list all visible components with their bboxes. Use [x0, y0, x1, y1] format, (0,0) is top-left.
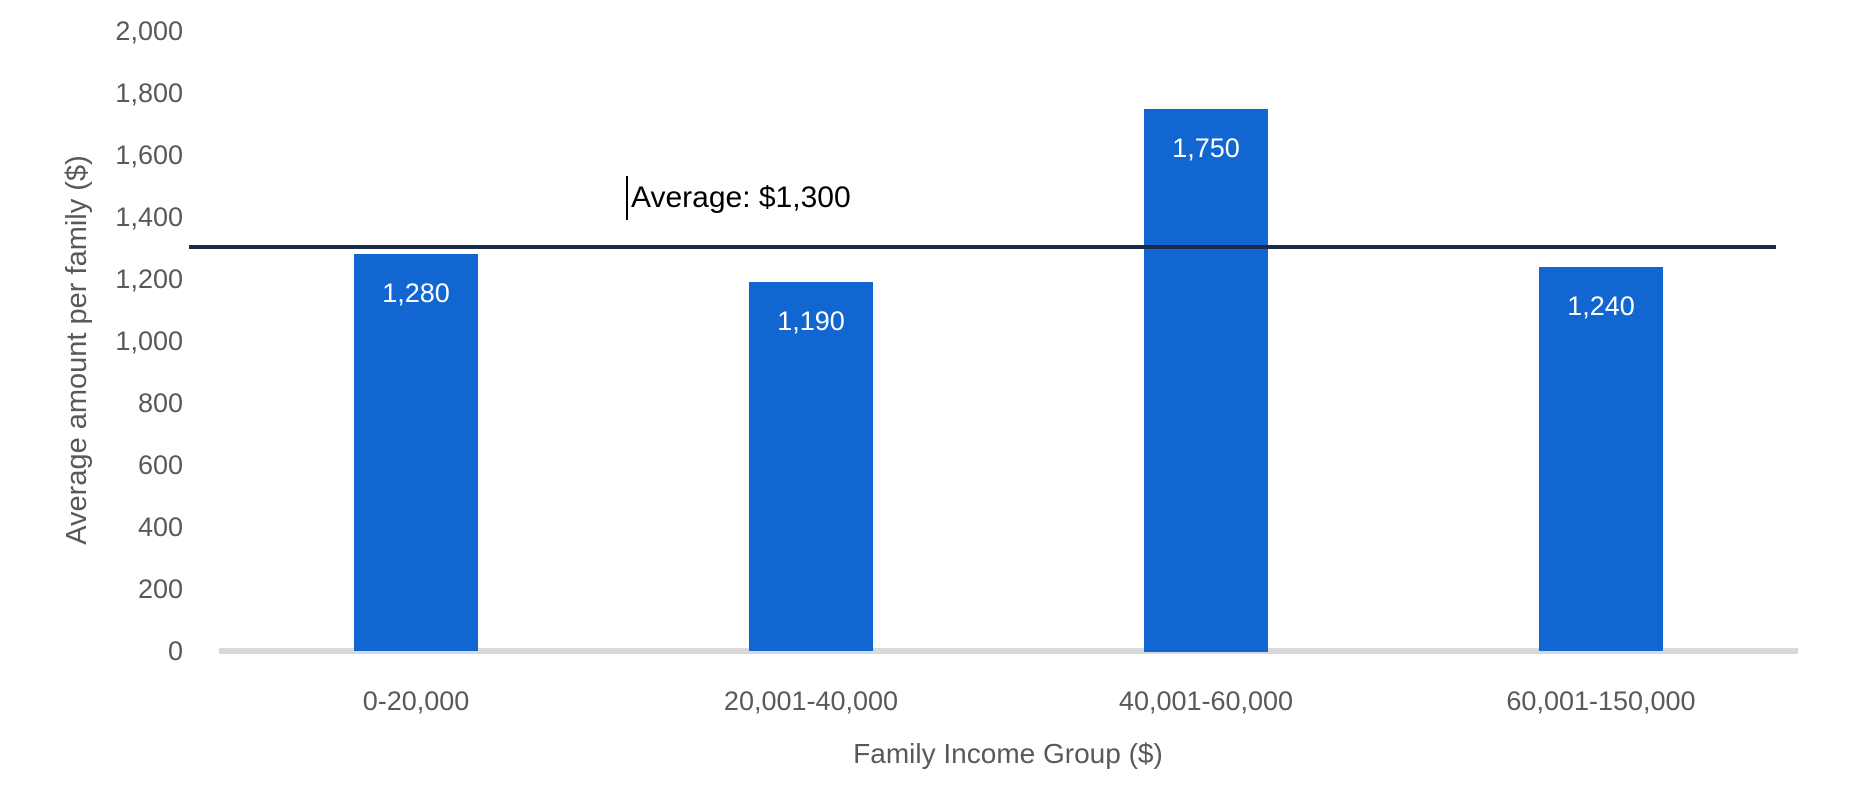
average-line[interactable] — [189, 245, 1776, 249]
y-tick-label: 1,800 — [115, 78, 183, 108]
y-tick-label: 1,600 — [115, 140, 183, 170]
y-tick-label: 1,000 — [115, 326, 183, 356]
bar[interactable]: 1,280 — [354, 254, 478, 651]
bar-value-label: 1,750 — [1172, 133, 1240, 163]
category-label: 60,001-150,000 — [1506, 686, 1696, 716]
bar-value-label: 1,280 — [382, 278, 450, 308]
category-label: 40,001-60,000 — [1118, 686, 1294, 716]
text-cursor — [626, 176, 628, 220]
y-tick-label: 1,400 — [115, 202, 183, 232]
bar[interactable]: 1,750 — [1144, 109, 1268, 652]
bar-value-label: 1,240 — [1567, 291, 1635, 321]
x-axis-line — [219, 648, 1798, 654]
y-tick-label: 2,000 — [115, 16, 183, 46]
y-tick-label: 0 — [167, 636, 183, 666]
average-label[interactable]: Average: $1,300 — [626, 176, 851, 220]
y-tick-label: 400 — [137, 512, 183, 542]
category-label: 0-20,000 — [362, 686, 470, 716]
x-axis-title: Family Income Group ($) — [853, 738, 1163, 769]
average-label-text: Average: $1,300 — [631, 181, 851, 214]
bar-value-label: 1,190 — [777, 306, 845, 336]
y-tick-label: 600 — [137, 450, 183, 480]
bar[interactable]: 1,190 — [749, 282, 873, 651]
bar[interactable]: 1,240 — [1539, 267, 1663, 651]
y-tick-label: 800 — [137, 388, 183, 418]
y-tick-label: 200 — [137, 574, 183, 604]
y-tick-label: 1,200 — [115, 264, 183, 294]
category-label: 20,001-40,000 — [723, 686, 899, 716]
